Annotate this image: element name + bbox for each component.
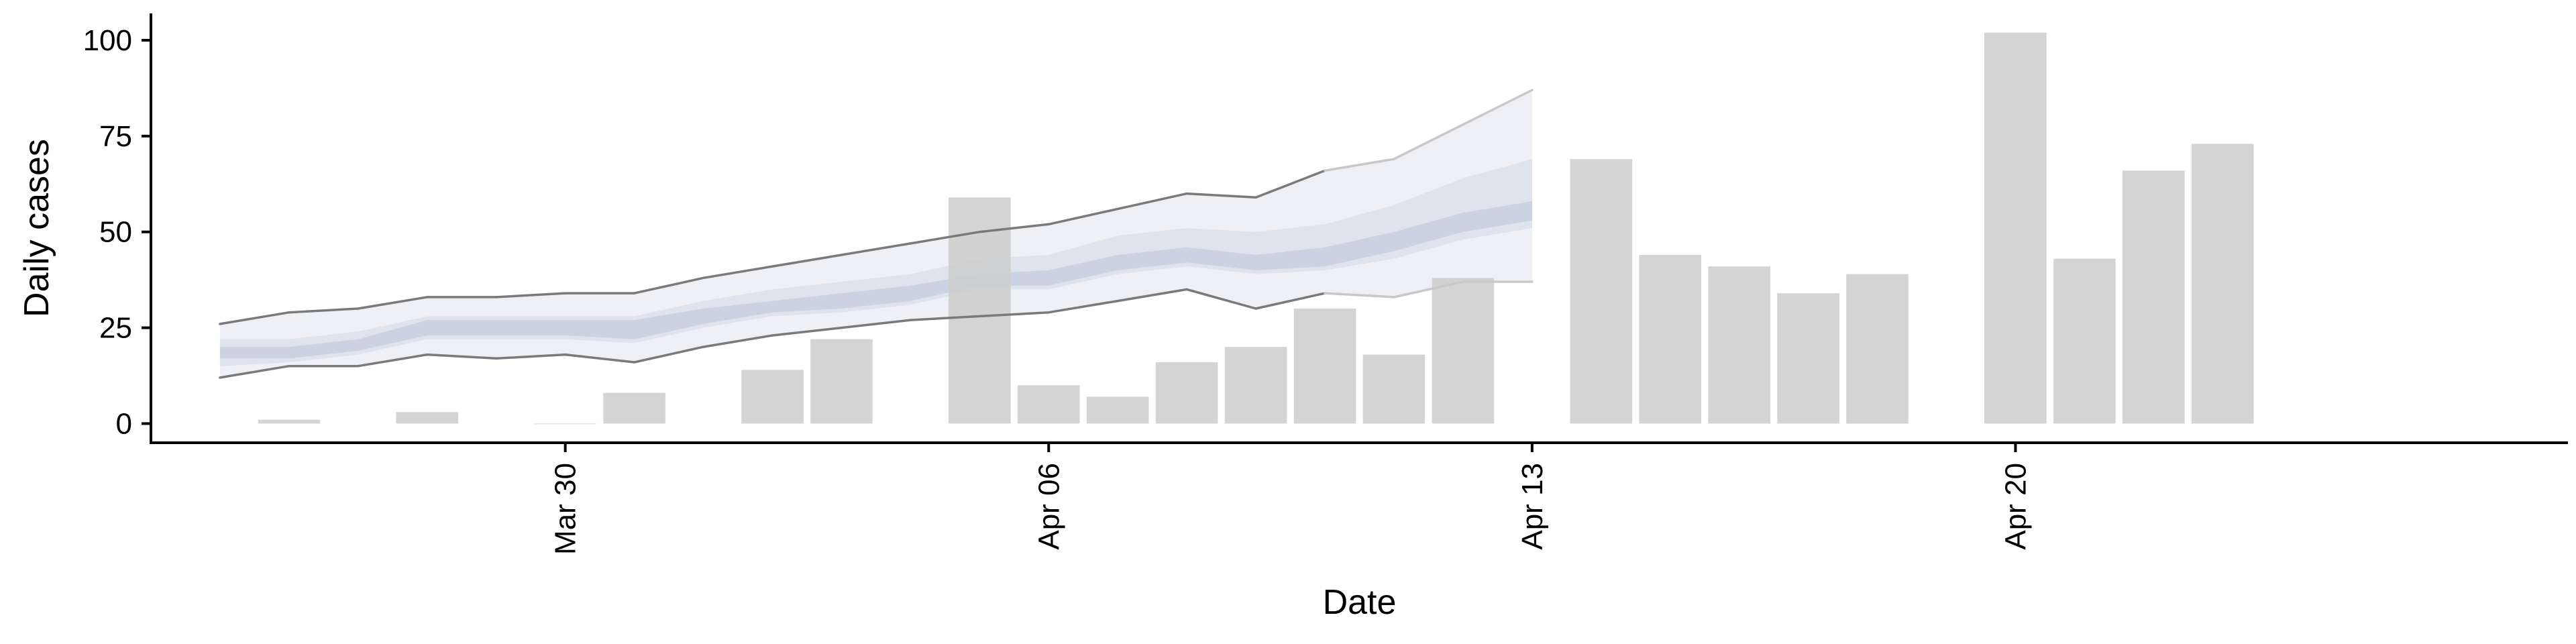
outer-lower-line-segment [633, 345, 705, 364]
bar-2020-04-11 [1362, 354, 1426, 424]
y-tick-label: 100 [83, 24, 132, 57]
bar-2020-04-07 [1086, 396, 1149, 424]
inner-interval-band [219, 201, 1532, 359]
projection-bands [219, 90, 1532, 378]
bar-2020-04-20 [1984, 32, 2047, 424]
x-tick-label: Apr 20 [2000, 463, 2033, 550]
bar-2020-04-03 [810, 339, 873, 424]
outer-lower-line-segment [494, 353, 567, 360]
outer-upper-line-segment [288, 307, 360, 314]
bar-2020-04-12 [1432, 278, 1495, 424]
bar-2020-04-21 [2053, 258, 2116, 424]
outer-upper-line-segment [909, 230, 981, 245]
x-tick-label: Apr 06 [1032, 463, 1065, 550]
bar-2020-03-26 [258, 419, 321, 424]
outer-upper-line-segment [1254, 169, 1326, 199]
outer-upper-line-segment [1462, 89, 1534, 126]
bar-2020-04-02 [741, 370, 804, 424]
bar-2020-03-30 [534, 423, 596, 425]
outer-lower-line-segment [771, 326, 843, 337]
x-tick-label: Mar 30 [549, 463, 582, 555]
outer-upper-line-segment [771, 254, 843, 268]
outer-upper-line-segment [702, 265, 774, 280]
bar-2020-04-10 [1293, 309, 1356, 424]
outer-lower-line-segment [426, 353, 498, 360]
bar-2020-04-23 [2192, 144, 2254, 424]
y-tick-label: 50 [99, 216, 132, 249]
outer-lower-line-segment [840, 319, 912, 329]
x-axis-ticks: Mar 30 Apr 06 Apr 13 Apr 20 [549, 443, 2033, 555]
bar-2020-04-08 [1155, 362, 1218, 424]
bar-2020-04-17 [1777, 293, 1839, 424]
outer-lower-line-segment [1393, 280, 1464, 299]
outer-upper-line-segment [1185, 192, 1257, 199]
bar-2020-04-18 [1846, 274, 1909, 424]
outer-lower-line-segment [219, 364, 290, 379]
outer-upper-line-segment [840, 242, 912, 256]
bar-2020-04-14 [1570, 159, 1633, 424]
outer-upper-line-segment [494, 292, 567, 299]
outer-lower-line-segment [909, 315, 981, 321]
outer-lower-line-segment [1116, 288, 1188, 303]
bar-2020-04-06 [1017, 385, 1080, 424]
outer-lower-line-segment [1254, 292, 1326, 310]
bar-2020-04-16 [1708, 266, 1770, 424]
y-axis-title: Daily cases [17, 139, 56, 317]
outer-lower-line-segment [564, 353, 636, 364]
outer-lower-line-segment [1324, 292, 1395, 299]
y-tick-label: 75 [99, 120, 132, 153]
bar-2020-03-28 [396, 412, 458, 424]
bar-2020-03-31 [603, 392, 665, 424]
outer-lower-line-segment [357, 353, 429, 368]
outer-interval-band [219, 90, 1532, 378]
y-tick-label: 0 [116, 407, 132, 440]
bar-2020-04-15 [1639, 255, 1701, 424]
outer-upper-line-segment [357, 296, 429, 310]
y-axis-ticks: 0 25 50 75 100 [83, 24, 151, 440]
projection-interval-lines [219, 89, 1534, 379]
outer-upper-line-segment [1116, 192, 1188, 211]
outer-upper-line-segment [1393, 123, 1464, 160]
outer-lower-line-segment [1185, 288, 1257, 310]
axes: 0 25 50 75 100 Mar 30 Apr 06 Apr 13 Apr 20 [83, 13, 2568, 555]
x-axis-title: Date [1323, 583, 1397, 622]
y-tick-label: 25 [99, 312, 132, 345]
bar-2020-04-22 [2123, 170, 2185, 424]
outer-lower-line-segment [702, 334, 774, 348]
outer-upper-line-segment [219, 311, 290, 325]
daily-case-bars [258, 32, 2254, 425]
outer-upper-line-segment [1324, 158, 1395, 172]
outer-lower-line-segment [1047, 299, 1119, 314]
outer-lower-line-segment [978, 311, 1051, 318]
x-tick-label: Apr 13 [1516, 463, 1549, 550]
outer-upper-line-segment [1047, 207, 1119, 226]
outer-upper-line-segment [633, 276, 705, 294]
bar-2020-04-09 [1224, 347, 1287, 424]
outer-upper-line-segment [978, 223, 1051, 233]
